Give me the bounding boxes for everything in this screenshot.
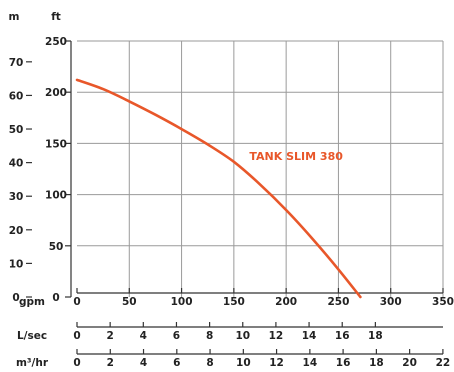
axes bbox=[26, 40, 444, 355]
series-label: TANK SLIM 380 bbox=[249, 150, 343, 163]
x-tick-label-lsec: 18 bbox=[368, 330, 383, 342]
x-tick-label-gpm: 50 bbox=[122, 296, 137, 308]
x-tick-label-m3hr: 6 bbox=[173, 357, 180, 369]
series-line bbox=[75, 78, 362, 299]
y-unit-m: m bbox=[9, 11, 20, 23]
x-tick-label-m3hr: 2 bbox=[107, 357, 114, 369]
x-unit-lsec: L/sec bbox=[17, 330, 47, 342]
x-tick-label-m3hr: 0 bbox=[73, 357, 80, 369]
series-layer bbox=[75, 78, 362, 299]
y-tick-label-m: 10 bbox=[9, 258, 24, 270]
x-tick-label-gpm: 300 bbox=[380, 296, 402, 308]
y-tick-label-ft: 150 bbox=[45, 138, 67, 150]
y-tick-label-ft: 50 bbox=[49, 241, 64, 253]
x-tick-label-gpm: 150 bbox=[223, 296, 245, 308]
x-unit-m3hr: m³/hr bbox=[16, 357, 49, 369]
x-tick-label-lsec: 6 bbox=[173, 330, 180, 342]
y-tick-label-m: 0 bbox=[12, 292, 19, 304]
x-tick-label-m3hr: 20 bbox=[402, 357, 417, 369]
grid-lines bbox=[77, 40, 444, 297]
x-tick-label-lsec: 10 bbox=[235, 330, 250, 342]
x-tick-label-gpm: 100 bbox=[171, 296, 193, 308]
x-tick-label-m3hr: 10 bbox=[236, 357, 251, 369]
x-tick-label-lsec: 2 bbox=[106, 330, 113, 342]
x-tick-label-m3hr: 8 bbox=[206, 357, 213, 369]
y-tick-label-m: 70 bbox=[9, 57, 24, 69]
x-tick-label-gpm: 350 bbox=[432, 296, 454, 308]
x-tick-label-lsec: 4 bbox=[140, 330, 147, 342]
x-tick-label-m3hr: 4 bbox=[140, 357, 147, 369]
x-tick-label-gpm: 200 bbox=[275, 296, 297, 308]
x-unit-gpm: gpm bbox=[19, 296, 45, 308]
x-tick-label-lsec: 8 bbox=[206, 330, 213, 342]
x-tick-label-m3hr: 16 bbox=[336, 357, 351, 369]
y-tick-label-ft: 250 bbox=[45, 36, 67, 48]
x-tick-label-lsec: 16 bbox=[335, 330, 350, 342]
x-tick-label-m3hr: 12 bbox=[269, 357, 284, 369]
y-tick-label-m: 50 bbox=[9, 124, 24, 136]
y-tick-label-ft: 0 bbox=[52, 292, 59, 304]
y-tick-label-ft: 200 bbox=[45, 87, 67, 99]
x-tick-label-lsec: 14 bbox=[302, 330, 317, 342]
y-tick-label-m: 30 bbox=[9, 191, 24, 203]
x-tick-label-lsec: 0 bbox=[73, 330, 80, 342]
x-tick-label-gpm: 250 bbox=[327, 296, 349, 308]
y-tick-label-m: 40 bbox=[9, 158, 24, 170]
y-unit-ft: ft bbox=[51, 11, 61, 23]
y-tick-label-m: 20 bbox=[9, 225, 24, 237]
y-tick-label-ft: 100 bbox=[45, 190, 67, 202]
x-tick-label-m3hr: 22 bbox=[436, 357, 451, 369]
x-tick-label-lsec: 12 bbox=[269, 330, 284, 342]
y-tick-label-m: 60 bbox=[9, 90, 24, 102]
x-tick-label-gpm: 0 bbox=[73, 296, 80, 308]
x-tick-label-m3hr: 18 bbox=[369, 357, 384, 369]
x-tick-label-m3hr: 14 bbox=[303, 357, 318, 369]
